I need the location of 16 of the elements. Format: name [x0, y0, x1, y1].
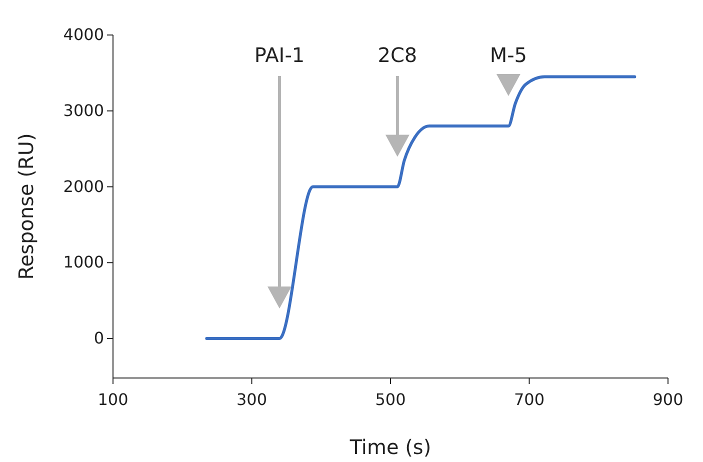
y-tick-label: 4000 [63, 25, 104, 44]
y-axis-title: Response (RU) [14, 133, 38, 280]
line-series [205, 75, 636, 340]
annotation: 2C8 [378, 43, 418, 67]
annotation: M-5 [490, 43, 528, 67]
x-tick-label: 300 [236, 390, 268, 409]
x-tick-label: 900 [652, 390, 684, 409]
x-tick-label: 100 [98, 390, 128, 409]
x-tick-label: 500 [375, 390, 406, 409]
x-axis-title: Time (s) [348, 435, 432, 459]
y-tick-label: 3000 [63, 100, 104, 120]
y-tick-label: 0 [94, 328, 104, 348]
y-tick-label: 2000 [63, 176, 104, 196]
x-tick-label: 700 [514, 390, 545, 409]
y-tick-label: 1000 [63, 252, 104, 272]
annotation: PAI-1 [254, 43, 305, 67]
